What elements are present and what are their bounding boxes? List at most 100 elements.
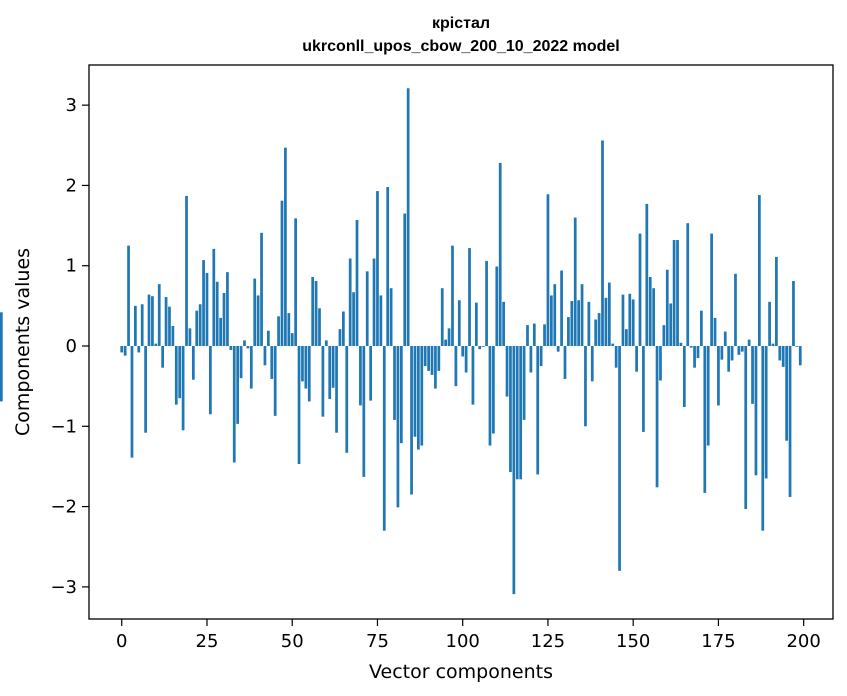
bar [761,346,765,531]
bar [229,346,233,351]
plot-frame [88,64,834,620]
bar [437,346,441,371]
x-tick-label: 125 [531,631,565,652]
bar [386,187,390,347]
bar [342,311,345,347]
bar [331,346,335,388]
bar [740,346,744,352]
bar [614,346,618,368]
bar [335,346,338,433]
x-tick-label: 150 [616,631,650,652]
bar [577,300,580,347]
bar [451,245,454,347]
bar [328,346,332,399]
bar [226,272,229,347]
bar [365,271,369,347]
bar [393,346,396,420]
bar [256,295,260,347]
bar [744,346,748,509]
bar [185,195,188,347]
bar [376,191,379,347]
x-tick-label: 200 [786,631,820,652]
bar [488,346,492,446]
bar [191,346,195,380]
bar [529,346,533,373]
bar [590,346,594,382]
bar [471,346,475,405]
bar [348,258,352,347]
bar [178,346,182,399]
bar [222,293,226,347]
bar [717,346,720,406]
bar [304,346,308,389]
bar [266,330,270,347]
bar [246,346,250,349]
x-tick-label: 100 [446,631,480,652]
bar [461,346,465,357]
bar [798,346,802,366]
bar [287,313,291,347]
bar [611,343,615,347]
y-tick-label: 3 [66,95,77,116]
bar [775,256,778,347]
bar [648,276,652,347]
bar [410,346,413,495]
bar [532,323,536,347]
bar [747,339,751,347]
x-tick-label: 175 [701,631,735,652]
bar [679,342,683,347]
bar [457,300,461,347]
bar [604,297,608,347]
bar [539,346,543,367]
bar [778,346,782,361]
bar [734,273,737,347]
bar [147,294,151,347]
bar [123,346,127,356]
bar [311,276,315,347]
bar [792,280,795,347]
bar [730,346,734,361]
bar [198,304,202,347]
bar [168,306,171,347]
bar [413,346,417,437]
bar [372,258,376,347]
bar [430,346,434,375]
bar [580,284,584,347]
bar-series [0,88,802,595]
bar [570,301,574,347]
bar [417,346,420,450]
bar [0,312,3,347]
bar [382,346,386,531]
bar [693,346,696,368]
bar [284,147,287,347]
bar [618,346,621,571]
chart-title-line-2: ukrconll_upos_cbow_200_10_2022 model [302,38,619,55]
bar [352,292,355,347]
bar [338,329,342,347]
bar [454,346,458,387]
bar [771,343,775,347]
bar [239,346,243,379]
bar [689,346,693,348]
bar [324,340,328,347]
bar [440,288,444,347]
bar [549,295,553,347]
bar [301,346,304,382]
bar [628,293,632,347]
bar [396,346,400,508]
bar [495,266,499,347]
bar [512,346,516,595]
bar [700,310,703,347]
bar [567,317,570,347]
bar [321,346,325,417]
bar [607,282,611,347]
bar [706,346,710,446]
bar [625,329,628,347]
bar [253,278,257,347]
bar [492,346,495,434]
bar [665,269,669,347]
bar [757,195,761,347]
bar [560,270,563,347]
bar [546,194,550,347]
